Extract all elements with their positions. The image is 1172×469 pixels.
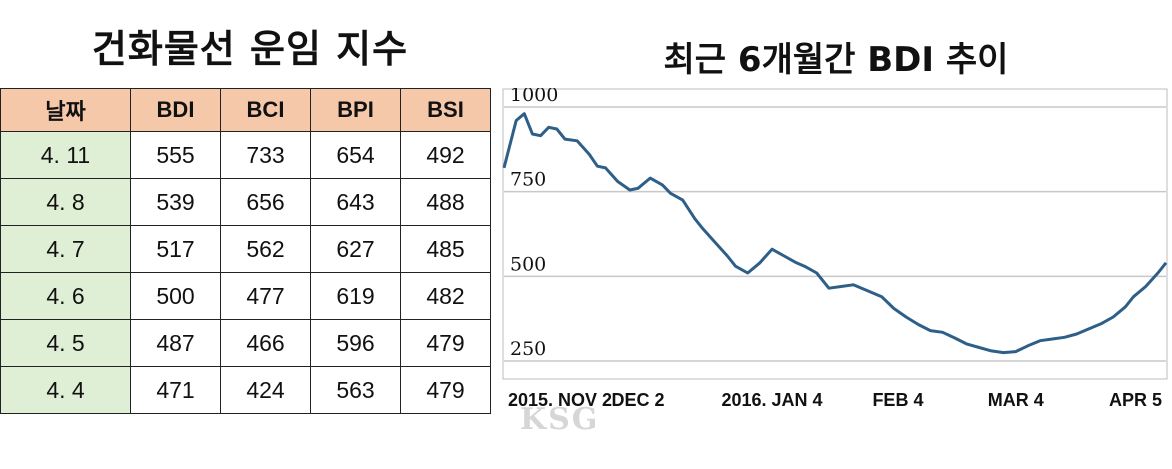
row-bpi: 627 [310,225,401,273]
row-date: 4. 11 [0,131,131,179]
row-date: 4. 8 [0,178,131,226]
row-bpi: 619 [310,272,401,320]
row-bsi: 482 [400,272,491,320]
row-date: 4. 5 [0,319,131,367]
y-tick-label: 750 [510,169,546,191]
row-bdi: 471 [130,366,221,414]
table-row: 4. 11 555 733 654 492 [0,131,491,179]
table-row: 4. 7 517 562 627 485 [0,225,491,273]
x-tick-label: 2015. NOV 2 [508,390,612,410]
row-bdi: 500 [130,272,221,320]
table-header-row: 날짜 BDI BCI BPI BSI [0,88,491,132]
row-bci: 477 [220,272,311,320]
row-bci: 424 [220,366,311,414]
row-bpi: 643 [310,178,401,226]
row-bsi: 485 [400,225,491,273]
row-bci: 733 [220,131,311,179]
plot-frame [502,88,1168,380]
row-bsi: 488 [400,178,491,226]
row-bsi: 492 [400,131,491,179]
row-bdi: 539 [130,178,221,226]
x-tick-label: FEB 4 [872,390,923,410]
row-date: 4. 7 [0,225,131,273]
table-row: 4. 4 471 424 563 479 [0,366,491,414]
row-bci: 656 [220,178,311,226]
table-row: 4. 5 487 466 596 479 [0,319,491,367]
x-tick-label: 2016. JAN 4 [722,390,823,410]
row-bpi: 654 [310,131,401,179]
row-date: 4. 4 [0,366,131,414]
bdi-line-chart: 250 500 750 1000 2015. NOV 2 DEC 2 2016. JAN … [502,88,1168,410]
freight-index-table: 날짜 BDI BCI BPI BSI 4. 11 555 733 654 492… [0,88,491,414]
table-title: 건화물선 운임 지수 [91,27,409,71]
y-tick-label: 500 [510,253,546,275]
header-bpi: BPI [310,88,401,132]
bdi-series-line [502,112,1168,355]
header-bsi: BSI [400,88,491,132]
y-tick-label: 1000 [510,88,558,106]
header-bci: BCI [220,88,311,132]
header-date: 날짜 [0,88,131,132]
watermark: KSG [520,402,600,437]
row-bsi: 479 [400,366,491,414]
x-tick-label: MAR 4 [988,390,1044,410]
row-bpi: 563 [310,366,401,414]
row-bci: 466 [220,319,311,367]
row-bdi: 487 [130,319,221,367]
y-tick-label: 250 [510,338,546,360]
row-bci: 562 [220,225,311,273]
row-bsi: 479 [400,319,491,367]
row-bdi: 555 [130,131,221,179]
table-row: 4. 6 500 477 619 482 [0,272,491,320]
x-tick-label: DEC 2 [612,390,665,410]
row-date: 4. 6 [0,272,131,320]
x-tick-label: APR 5 [1109,390,1162,410]
table-row: 4. 8 539 656 643 488 [0,178,491,226]
row-bpi: 596 [310,319,401,367]
header-bdi: BDI [130,88,221,132]
row-bdi: 517 [130,225,221,273]
chart-title: 최근 6개월간 BDI 추이 [663,40,1009,80]
